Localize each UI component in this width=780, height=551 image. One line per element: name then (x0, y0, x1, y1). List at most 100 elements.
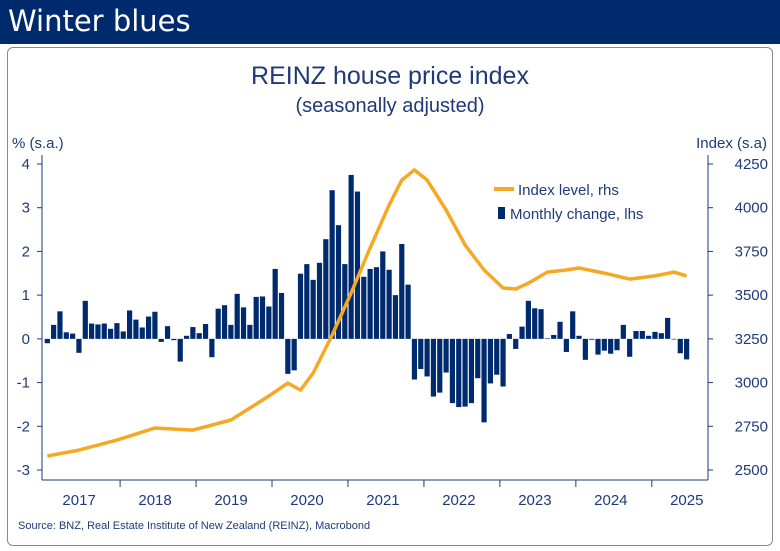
monthly-change-bar (538, 309, 544, 339)
monthly-change-bar (310, 279, 316, 339)
left-tick-label: -3 (17, 462, 30, 479)
monthly-change-bar (513, 338, 519, 349)
x-tick-label: 2020 (290, 492, 323, 509)
monthly-change-bar (240, 307, 247, 339)
monthly-change-bar (70, 333, 76, 339)
monthly-change-bar (76, 338, 82, 353)
monthly-change-bar (342, 264, 348, 339)
x-tick-label: 2022 (442, 492, 475, 509)
monthly-change-bar (348, 174, 354, 339)
monthly-change-bar (120, 331, 126, 339)
left-tick-label: 4 (22, 156, 30, 173)
monthly-change-bar (272, 268, 278, 339)
monthly-change-bar (430, 338, 437, 397)
chart-title: REINZ house price index (251, 62, 529, 90)
monthly-change-bar (462, 338, 468, 407)
left-axis-label: % (s.a.) (12, 135, 64, 152)
monthly-change-bar (633, 330, 639, 339)
monthly-change-bar (63, 332, 69, 339)
monthly-change-bar (259, 296, 266, 339)
monthly-change-bar (652, 331, 658, 339)
monthly-change-bar (658, 333, 664, 339)
monthly-change-bar (266, 306, 272, 339)
monthly-change-bar (519, 326, 525, 339)
monthly-change-bar (354, 191, 361, 339)
monthly-change-bar (386, 269, 392, 339)
x-tick-label: 2018 (138, 492, 171, 509)
left-tick-label: 2 (22, 243, 30, 260)
monthly-change-bar (532, 308, 538, 339)
x-tick-label: 2021 (366, 492, 399, 509)
legend-bar-swatch (498, 207, 505, 219)
monthly-change-bar (494, 338, 500, 375)
monthly-change-bar (215, 308, 221, 339)
monthly-change-bar (51, 324, 57, 339)
monthly-change-bar (449, 338, 456, 404)
monthly-change-bar (684, 338, 690, 360)
monthly-change-bar (639, 330, 645, 339)
monthly-change-bar (614, 338, 620, 351)
monthly-change-bar (228, 324, 234, 339)
monthly-change-bar (158, 338, 164, 342)
monthly-change-bar (399, 243, 405, 339)
page-title: Winter blues (8, 4, 191, 38)
monthly-change-bar (202, 323, 209, 339)
monthly-change-bar (234, 293, 240, 339)
monthly-change-bar (576, 335, 582, 339)
monthly-change-bar (671, 338, 677, 340)
monthly-change-bar (196, 333, 202, 339)
monthly-change-bar (373, 267, 380, 339)
monthly-change-bar (145, 316, 152, 339)
monthly-change-bar (392, 295, 399, 339)
x-tick-label: 2017 (62, 492, 95, 509)
monthly-change-bar (367, 268, 373, 339)
monthly-change-bar (152, 311, 158, 339)
monthly-change-bar (57, 311, 63, 339)
monthly-change-bar (608, 338, 614, 354)
monthly-change-bar (89, 323, 95, 339)
left-tick-label: 1 (22, 287, 30, 304)
monthly-change-bar (557, 321, 563, 339)
monthly-change-bar (589, 338, 595, 340)
monthly-change-bar (437, 338, 443, 393)
x-tick-label: 2019 (214, 492, 247, 509)
monthly-change-bar (500, 338, 506, 387)
right-tick-label: 4000 (735, 200, 768, 217)
monthly-change-bar (595, 338, 601, 355)
left-tick-label: -1 (17, 375, 30, 392)
monthly-change-bar (44, 338, 50, 344)
monthly-change-bar (335, 225, 342, 339)
monthly-change-bar (95, 324, 101, 339)
monthly-change-bar (551, 334, 557, 339)
monthly-change-bar (468, 338, 475, 404)
monthly-change-bar (126, 310, 133, 339)
monthly-change-bar (418, 338, 424, 370)
monthly-change-bar (677, 338, 683, 354)
x-tick-label: 2025 (670, 492, 703, 509)
monthly-change-bar (424, 338, 430, 377)
right-tick-label: 2500 (735, 462, 768, 479)
monthly-change-bar (405, 284, 411, 339)
right-tick-label: 3000 (735, 375, 768, 392)
monthly-change-bar (171, 338, 177, 341)
monthly-change-bar (646, 335, 652, 339)
monthly-change-bar (221, 305, 228, 339)
monthly-change-bar (570, 311, 576, 339)
monthly-change-bar (114, 323, 120, 339)
monthly-change-bar (506, 334, 512, 339)
monthly-change-bar (582, 338, 588, 360)
monthly-change-bar (297, 273, 304, 339)
monthly-change-bar (487, 338, 493, 384)
monthly-change-bar (285, 338, 291, 374)
x-tick-label: 2023 (518, 492, 551, 509)
right-tick-label: 3750 (735, 243, 768, 260)
monthly-change-bar (481, 338, 487, 423)
monthly-change-bar (291, 338, 297, 371)
monthly-change-bar (525, 300, 531, 339)
monthly-change-bar (247, 324, 253, 339)
left-tick-label: -2 (17, 418, 30, 435)
monthly-change-bar (139, 327, 145, 339)
right-tick-label: 3250 (735, 331, 768, 348)
x-tick-label: 2024 (594, 492, 627, 509)
